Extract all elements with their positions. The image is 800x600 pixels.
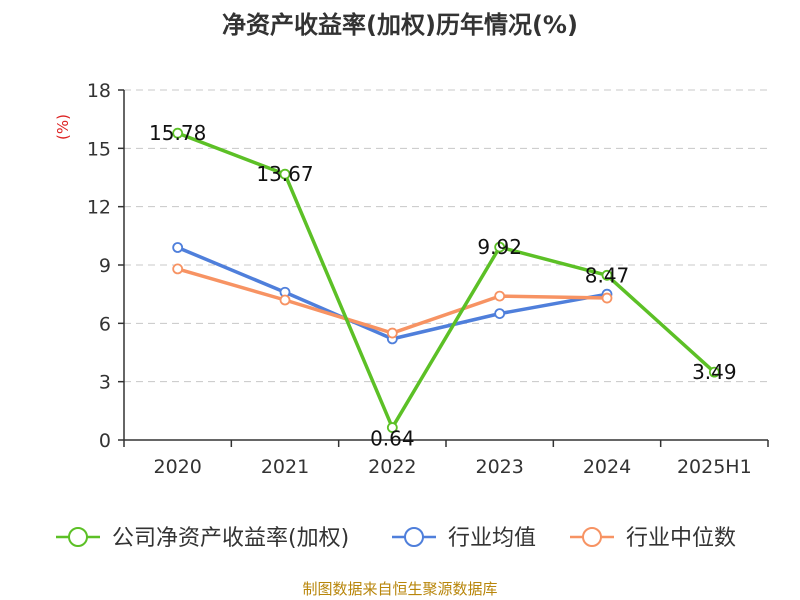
data-point[interactable]: [172, 127, 184, 139]
x-tick-label: 2025H1: [677, 456, 752, 478]
legend-marker: [68, 527, 88, 547]
x-tick-label: 2021: [261, 456, 309, 478]
series-layer: [172, 127, 720, 433]
x-tick-label: 2020: [153, 456, 201, 478]
y-tick-label: 3: [99, 372, 111, 394]
data-label: 13.67: [256, 162, 313, 186]
legend-item-1[interactable]: 行业均值: [392, 526, 536, 551]
legend-item-0[interactable]: 公司净资产收益率(加权): [56, 526, 349, 551]
x-tick-label: 2024: [583, 456, 631, 478]
data-point[interactable]: [279, 294, 291, 306]
data-point[interactable]: [494, 290, 506, 302]
series-2: [172, 263, 613, 339]
data-point[interactable]: [172, 242, 184, 253]
data-labels: 15.78 13.67 0.64 9.92 8.47 3.49: [149, 121, 737, 450]
y-tick-label: 0: [99, 430, 111, 452]
data-label: 9.92: [477, 235, 522, 259]
data-point[interactable]: [386, 422, 398, 433]
data-point[interactable]: [172, 263, 184, 275]
legend-label: 公司净资产收益率(加权): [112, 526, 349, 551]
y-tick-label: 9: [99, 255, 111, 277]
series-0: [172, 127, 720, 433]
data-point[interactable]: [601, 269, 613, 281]
legend-label: 行业均值: [448, 526, 536, 551]
y-tick-label: 6: [99, 313, 111, 335]
legend-item-2[interactable]: 行业中位数: [570, 526, 736, 551]
axes: 0 3 6 9 12 15 18 2020 2021 2022 2023 2024 2025H1: [87, 80, 769, 478]
data-label: 0.64: [370, 427, 415, 451]
y-tick-label: 18: [87, 80, 111, 102]
y-axis-label: (%): [54, 114, 72, 140]
legend-marker: [582, 527, 602, 547]
data-point[interactable]: [386, 327, 398, 339]
x-tick-label: 2022: [368, 456, 416, 478]
data-label: 8.47: [585, 263, 630, 287]
data-label: 3.49: [692, 360, 737, 384]
data-point[interactable]: [279, 168, 291, 180]
data-point[interactable]: [601, 292, 613, 304]
series-line: [176, 245, 608, 341]
data-point[interactable]: [494, 241, 506, 253]
series-1: [172, 242, 613, 345]
data-point[interactable]: [494, 308, 506, 320]
legend-label: 行业中位数: [626, 526, 736, 551]
data-label: 15.78: [149, 121, 206, 145]
y-tick-label: 12: [87, 197, 111, 219]
series-line: [177, 131, 716, 430]
legend-marker: [404, 527, 424, 547]
y-tick-label: 15: [87, 138, 111, 160]
legend[interactable]: 公司净资产收益率(加权) 行业均值 行业中位数: [56, 526, 736, 551]
chart-title: 净资产收益率(加权)历年情况(%): [222, 11, 578, 39]
x-tick-label: 2023: [475, 456, 523, 478]
data-point[interactable]: [708, 366, 720, 378]
source-note: 制图数据来自恒生聚源数据库: [302, 580, 497, 598]
